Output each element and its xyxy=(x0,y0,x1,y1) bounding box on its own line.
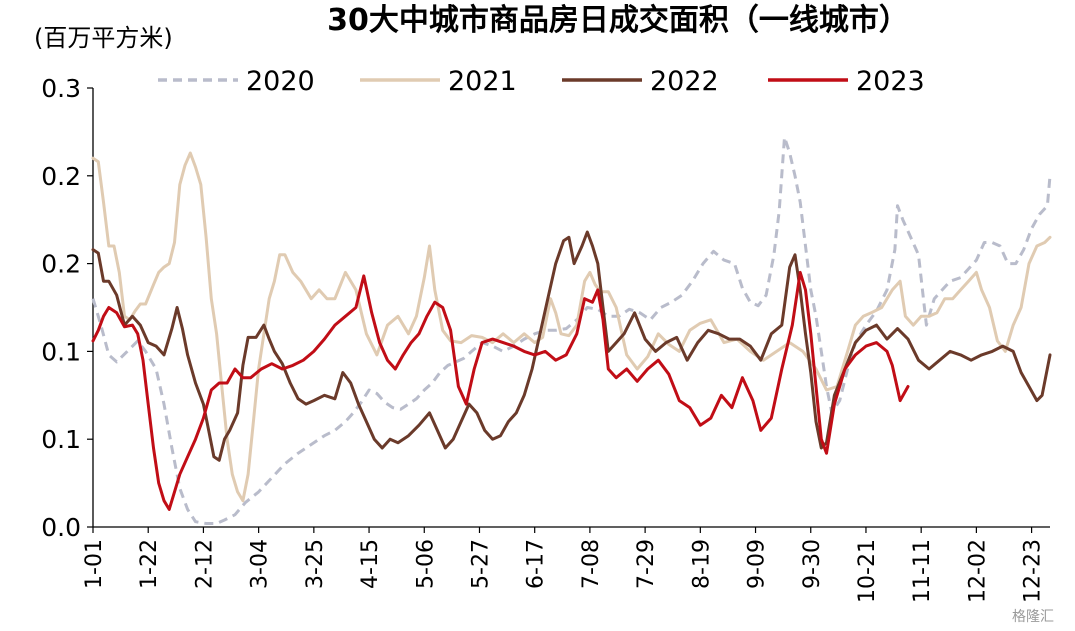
y-tick-label: 0.1 xyxy=(41,337,81,366)
x-tick-label: 6-17 xyxy=(524,539,549,589)
legend: 2020 2021 2022 2023 xyxy=(158,66,925,97)
watermark: 格隆汇 xyxy=(1012,609,1054,625)
x-tick-label: 12-23 xyxy=(1021,539,1046,603)
y-axis-ticks: 0.0 0.1 0.1 0.2 0.2 0.3 xyxy=(41,74,93,542)
series-line-2021 xyxy=(91,151,1052,503)
x-tick-label: 2-12 xyxy=(192,539,217,589)
series-line-2023 xyxy=(91,270,910,511)
x-tick-label: 1-22 xyxy=(137,539,162,589)
x-tick-label: 3-25 xyxy=(303,539,328,589)
x-tick-label: 7-29 xyxy=(634,539,659,589)
x-tick-label: 11-11 xyxy=(910,539,935,603)
x-tick-label: 12-02 xyxy=(965,539,990,603)
x-tick-label: 3-04 xyxy=(248,539,273,589)
x-tick-label: 5-27 xyxy=(468,539,493,589)
y-axis-unit: (百万平方米) xyxy=(34,24,173,52)
x-tick-label: 5-06 xyxy=(413,539,438,589)
legend-label-2023: 2023 xyxy=(856,66,925,97)
series-lines xyxy=(91,135,1052,525)
legend-label-2021: 2021 xyxy=(448,66,517,97)
legend-label-2022: 2022 xyxy=(650,66,719,97)
x-tick-label: 9-09 xyxy=(745,539,770,589)
y-tick-label: 0.2 xyxy=(41,250,81,279)
x-tick-label: 4-15 xyxy=(358,539,383,589)
y-tick-label: 0.1 xyxy=(41,425,81,454)
x-tick-label: 8-19 xyxy=(689,539,714,589)
y-tick-label: 0.2 xyxy=(41,162,81,191)
x-tick-label: 10-21 xyxy=(855,539,880,603)
y-tick-label: 0.3 xyxy=(41,74,81,103)
x-tick-label: 7-08 xyxy=(579,539,604,589)
series-line-2022 xyxy=(91,230,1052,462)
x-axis-ticks: 1-01 1-22 2-12 3-04 3-25 4-15 5-06 5-27 6-17 7-08… xyxy=(82,527,1046,603)
axes xyxy=(92,88,1050,528)
x-tick-label: 9-30 xyxy=(800,539,825,589)
y-tick-label: 0.0 xyxy=(41,513,81,542)
legend-label-2020: 2020 xyxy=(246,66,315,97)
chart-title: 30大中城市商品房日成交面积（一线城市） xyxy=(327,3,909,38)
x-tick-label: 1-01 xyxy=(82,539,107,589)
